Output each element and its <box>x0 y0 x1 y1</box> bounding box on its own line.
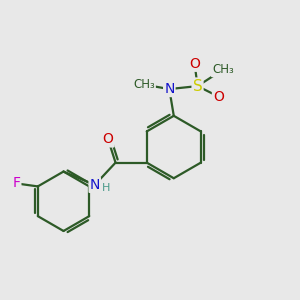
Text: N: N <box>89 178 100 192</box>
Text: O: O <box>213 89 224 103</box>
Text: CH₃: CH₃ <box>212 63 234 76</box>
Text: S: S <box>193 79 202 94</box>
Text: O: O <box>189 57 200 71</box>
Text: O: O <box>103 132 113 146</box>
Text: F: F <box>12 176 20 190</box>
Text: N: N <box>164 82 175 96</box>
Text: H: H <box>102 184 110 194</box>
Text: CH₃: CH₃ <box>133 78 155 91</box>
